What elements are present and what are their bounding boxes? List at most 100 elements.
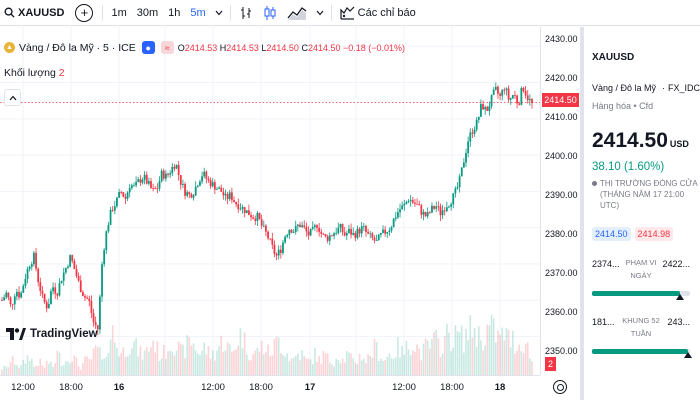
price-axis[interactable]: 2430.00 2420.00 2410.00 2400.00 2390.00 …: [540, 27, 580, 375]
timeframe-30m[interactable]: 30m: [132, 0, 163, 26]
volume-bar: [301, 350, 303, 375]
divider: [331, 5, 332, 21]
candle-body: [169, 173, 171, 174]
candle-body: [342, 224, 344, 232]
candle-body: [29, 267, 31, 269]
volume-bar: [161, 358, 163, 375]
volume-bar: [482, 351, 484, 375]
candle-body: [201, 176, 203, 181]
candle-body: [167, 174, 169, 175]
area-chart-type-icon[interactable]: [282, 0, 312, 26]
candle-body: [525, 91, 527, 95]
volume-bar: [446, 324, 448, 375]
time-tick-day: 17: [305, 382, 316, 393]
volume-bar: [16, 365, 18, 375]
candle-body: [514, 95, 516, 96]
volume-bar: [465, 329, 467, 375]
candle-body: [410, 200, 412, 201]
volume-label[interactable]: Khối lượng: [4, 67, 56, 79]
candle-body: [495, 87, 497, 90]
candle-body: [527, 95, 529, 100]
timeframe-1m[interactable]: 1m: [106, 0, 131, 26]
panel-symbol: XAUUSD: [592, 52, 700, 63]
volume-bar: [142, 360, 144, 375]
candlestick-chart-type-icon[interactable]: [258, 0, 282, 26]
volume-bar: [423, 344, 425, 375]
volume-bar: [22, 360, 24, 375]
timeframe-1h[interactable]: 1h: [163, 0, 185, 26]
volume-bar: [105, 357, 107, 375]
candle-body: [442, 210, 444, 215]
candle-body: [284, 237, 286, 243]
volume-bar: [361, 360, 363, 375]
volume-bar: [112, 325, 114, 375]
collapse-legend-button[interactable]: [4, 89, 21, 106]
candle-body: [142, 180, 144, 183]
panel-price-row: 2414.50 USD: [592, 129, 700, 153]
timeframe-5m[interactable]: 5m: [185, 0, 210, 26]
chart-pane[interactable]: ▲ Vàng / Đô la Mỹ · 5 · ICE ● ≈ O2414.53…: [0, 27, 540, 375]
data-status-dot-icon[interactable]: ●: [142, 41, 155, 54]
volume-bar: [440, 357, 442, 375]
week52-range-low: 181...: [592, 317, 615, 327]
price-chart[interactable]: [0, 27, 540, 375]
volume-bar: [472, 337, 474, 375]
volume-bar: [180, 344, 182, 375]
indicators-button[interactable]: Các chỉ báo: [335, 0, 421, 26]
volume-bar: [103, 359, 105, 375]
time-tick: 18:00: [249, 382, 273, 393]
price-tick: 2350.00: [545, 346, 578, 356]
candle-body: [222, 192, 224, 195]
volume-bar: [231, 352, 233, 375]
volume-bar: [367, 354, 369, 375]
candle-body: [378, 235, 380, 240]
candle-body: [267, 232, 269, 239]
panel-name[interactable]: Vàng / Đô la Mỹ: [592, 83, 656, 93]
timeframe-dropdown-chevron-icon[interactable]: [211, 0, 227, 26]
candle-body: [340, 224, 342, 228]
volume-bar: [393, 359, 395, 375]
candle-body: [233, 200, 235, 202]
candle-body: [497, 87, 499, 94]
candle-body: [274, 245, 276, 254]
market-status-wave-icon[interactable]: ≈: [161, 41, 174, 54]
bar-chart-type-icon[interactable]: [234, 0, 258, 26]
candle-body: [95, 322, 97, 325]
chart-type-dropdown-chevron-icon[interactable]: [312, 0, 328, 26]
volume-bar: [410, 355, 412, 375]
volume-bar: [235, 349, 237, 375]
time-axis[interactable]: 12:00 18:00 16 12:00 18:00 17 12:00 18:0…: [0, 375, 540, 400]
volume-bar: [452, 348, 454, 375]
volume-bar: [299, 360, 301, 375]
volume-bar: [325, 354, 327, 375]
symbol-search-button[interactable]: XAUUSD: [0, 0, 69, 26]
candle-body: [178, 165, 180, 175]
tradingview-logo[interactable]: TradingView: [6, 328, 98, 340]
volume-bar: [291, 359, 293, 375]
panel-source[interactable]: FX_IDC: [668, 83, 700, 93]
volume-bar: [216, 350, 218, 375]
candle-body: [231, 192, 233, 200]
candle-body: [131, 185, 133, 188]
candle-body: [48, 304, 50, 308]
volume-bar: [42, 365, 44, 375]
volume-bar: [67, 361, 69, 375]
volume-bar: [86, 357, 88, 375]
time-tick-day: 16: [114, 382, 125, 393]
candle-body: [227, 194, 229, 199]
volume-bar: [527, 342, 529, 375]
volume-bar: [431, 339, 433, 375]
volume-bar: [295, 356, 297, 375]
volume-bar: [182, 345, 184, 375]
volume-bar: [448, 333, 450, 375]
series-title[interactable]: Vàng / Đô la Mỹ · 5 · ICE: [19, 42, 136, 54]
volume-bar: [97, 347, 99, 375]
candle-body: [457, 187, 459, 188]
volume-bar: [499, 335, 501, 375]
candle-body: [50, 291, 52, 304]
tradingview-logo-text: TradingView: [30, 328, 98, 340]
compare-add-button[interactable]: +: [75, 4, 93, 22]
volume-bar: [78, 366, 80, 375]
market-status: THỊ TRƯỜNG ĐÓNG CỬA (THÁNG NĂM 17 21:00 …: [592, 178, 700, 211]
chart-settings-gear-icon[interactable]: [553, 380, 567, 394]
